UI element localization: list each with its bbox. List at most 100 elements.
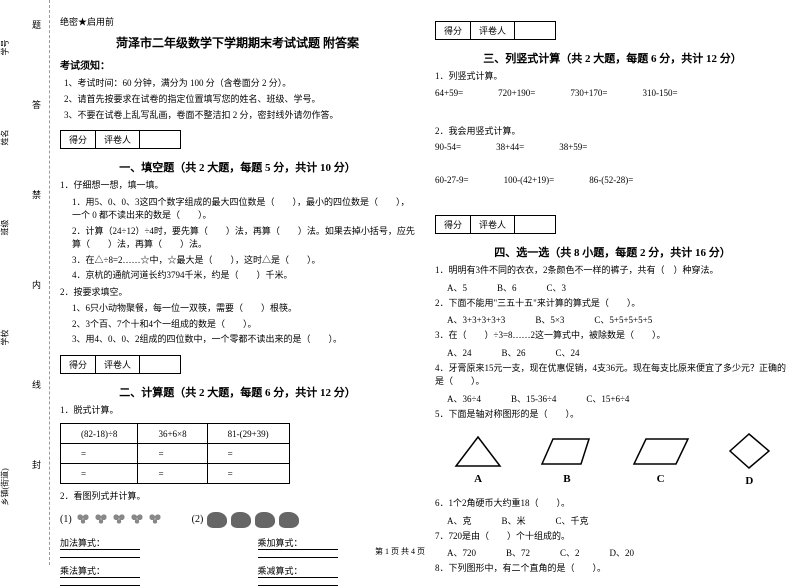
opt-c: C、2 — [560, 546, 580, 559]
opt-b: B、72 — [506, 546, 530, 559]
q1-s1: 1．用5、0、0、3这四个数字组成的最大四位数是（ ），最小的四位数是（ ），一… — [72, 196, 415, 223]
calc-blank: = — [61, 464, 138, 484]
shape-label-a: A — [453, 473, 503, 485]
q6-r1c2: 38+44= — [496, 142, 524, 152]
shape-trapezoid: B — [539, 434, 594, 485]
shape-label-b: B — [539, 473, 594, 485]
notice-3: 3、不要在试卷上乱写乱画，卷面不整洁扣 2 分，密封线外请勿作答。 — [60, 108, 415, 121]
page-footer: 第 1 页 共 4 页 — [375, 546, 425, 557]
q2-s1: 1、6只小动物聚餐，每一位一双筷，需要（ ）根筷。 — [72, 302, 415, 316]
grader-label-2: 评卷人 — [96, 356, 140, 373]
label-1: (1) — [60, 514, 72, 525]
shape-diamond: D — [727, 431, 772, 487]
q8-opts: A、3+3+3+3+3 B、5×3 C、5+5+5+5+5 — [447, 313, 790, 326]
mul-label: 乘法算式： — [60, 564, 140, 578]
field-student-id: 学号 — [0, 40, 11, 56]
opt-a: A、36÷4 — [447, 392, 481, 405]
q12-main: 6．1个2角硬币大约重18（ ）。 — [435, 497, 790, 511]
field-name: 姓名 — [0, 130, 11, 146]
q6-r1c1: 90-54= — [435, 142, 461, 152]
notice-2: 2、请首先按要求在试卷的指定位置填写您的姓名、班级、学号。 — [60, 92, 415, 105]
q3-main: 1．脱式计算。 — [60, 404, 415, 418]
blank-line — [258, 585, 338, 586]
opt-c: C、3 — [547, 281, 567, 294]
grader-label-4: 评卷人 — [471, 216, 515, 233]
flower-icon — [94, 513, 108, 527]
flower-group: (1) — [60, 512, 162, 528]
opt-c: C、24 — [556, 346, 580, 359]
mark-1: 题 — [30, 20, 43, 29]
diamond-icon — [727, 431, 772, 471]
mark-6: 封 — [30, 460, 43, 469]
calc-blank: = — [138, 444, 207, 464]
blank-line — [60, 557, 140, 558]
q10-opts: A、36÷4 B、15-36÷4 C、15+6÷4 — [447, 392, 790, 405]
q13-opts: A、720B、72C、2D、20 — [447, 546, 790, 559]
shape-triangle: A — [453, 434, 503, 485]
opt-c: C、5+5+5+5+5 — [594, 313, 652, 326]
exam-page: 学号 姓名 班级 学校 乡镇(街道) 题 答 禁 内 线 封 绝密★启用前 菏泽… — [0, 0, 800, 565]
opt-b: B、15-36÷4 — [511, 392, 556, 405]
parallelogram-icon — [631, 434, 691, 469]
q5-c1: 64+59= — [435, 88, 463, 98]
mark-5: 线 — [30, 380, 43, 389]
blank-line — [60, 585, 140, 586]
label-2: (2) — [192, 514, 204, 525]
q13-main: 7．720是由（ ）个十组成的。 — [435, 530, 790, 544]
q7-opts: A、5B、6C、3 — [447, 281, 790, 294]
notice-1: 1、考试时间：60 分钟，满分为 100 分（含卷面分 2 分）。 — [60, 76, 415, 89]
score-blank-3 — [515, 22, 555, 39]
trapezoid-icon — [539, 434, 594, 469]
opt-a: A、720 — [447, 546, 476, 559]
field-class: 班级 — [0, 220, 11, 236]
opt-b: B、26 — [502, 346, 526, 359]
mark-3: 禁 — [30, 190, 43, 199]
flower-icon — [130, 513, 144, 527]
calc-blank: = — [138, 464, 207, 484]
score-box-1: 得分 评卷人 — [60, 130, 181, 149]
mark-4: 内 — [30, 280, 43, 289]
triangle-icon — [453, 434, 503, 469]
opt-c: C、15+6÷4 — [586, 392, 629, 405]
calc-table: (82-18)÷836+6×881-(29+39) === === — [60, 423, 290, 484]
formula-row-1: 加法算式： 乘加算式： — [60, 536, 415, 560]
opt-a: A、5 — [447, 281, 467, 294]
opt-b: B、米 — [502, 514, 526, 527]
q5-c4: 310-150= — [642, 88, 677, 98]
score-blank — [140, 131, 180, 148]
flower-icon — [148, 513, 162, 527]
grader-label-3: 评卷人 — [471, 22, 515, 39]
q2-main: 2．按要求填空。 — [60, 286, 415, 300]
shape-label-c: C — [631, 473, 691, 485]
shapes-row: A B C D — [435, 431, 790, 487]
calc-blank: = — [207, 444, 289, 464]
exam-title: 菏泽市二年级数学下学期期末考试试题 附答案 — [60, 34, 415, 51]
q9-opts: A、24 B、26 C、24 — [447, 346, 790, 359]
q5-c2: 720+190= — [498, 88, 535, 98]
q1-main: 1．仔细想一想，填一填。 — [60, 179, 415, 193]
q6-row2: 60-27-9= 100-(42+19)= 86-(52-28)= — [435, 175, 790, 185]
blank-line — [258, 557, 338, 558]
calc-blank: = — [207, 464, 289, 484]
score-label-3: 得分 — [436, 22, 471, 39]
q4-main: 2．看图列式并计算。 — [60, 490, 415, 504]
q5-row: 64+59= 720+190= 730+170= 310-150= — [435, 88, 790, 98]
score-label: 得分 — [61, 131, 96, 148]
right-column: 得分 评卷人 三、列竖式计算（共 2 大题，每题 6 分，共计 12 分） 1．… — [435, 15, 790, 550]
score-blank-4 — [515, 216, 555, 233]
q1-s2: 2．计算（24÷12）÷4时，要先算（ ）法，再算（ ）法。如果去掉小括号，应先… — [72, 225, 415, 252]
q8-main: 2．下面不能用"三五十五"来计算的算式是（ ）。 — [435, 297, 790, 311]
opt-a: A、克 — [447, 514, 472, 527]
mark-2: 答 — [30, 100, 43, 109]
section-2-title: 二、计算题（共 2 大题，每题 6 分，共计 12 分） — [60, 384, 415, 400]
score-box-3: 得分 评卷人 — [435, 21, 556, 40]
left-column: 绝密★启用前 菏泽市二年级数学下学期期末考试试题 附答案 考试须知： 1、考试时… — [60, 15, 415, 550]
q6-r2c2: 100-(42+19)= — [504, 175, 555, 185]
opt-a: A、3+3+3+3+3 — [447, 313, 505, 326]
q6-r1c3: 38+59= — [559, 142, 587, 152]
field-school: 学校 — [0, 330, 11, 346]
opt-b: B、5×3 — [535, 313, 564, 326]
bee-icon — [207, 512, 227, 528]
opt-a: A、24 — [447, 346, 472, 359]
q12-opts: A、克B、米C、千克 — [447, 514, 790, 527]
